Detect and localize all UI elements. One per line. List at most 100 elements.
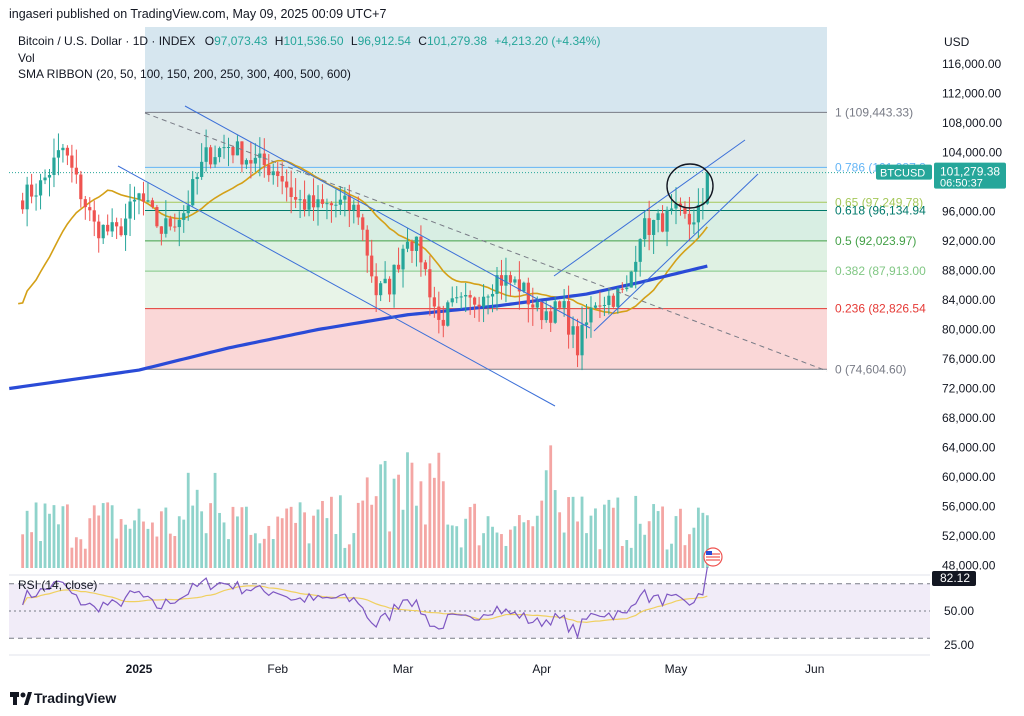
candle: [580, 306, 584, 371]
candle: [665, 206, 669, 247]
volume-bar: [388, 531, 391, 568]
candle-body: [244, 160, 248, 165]
volume-bar: [634, 495, 638, 568]
volume-bar: [611, 507, 615, 568]
candle-body: [343, 195, 347, 200]
candle: [115, 217, 119, 240]
candle: [361, 213, 365, 242]
candle-body: [182, 213, 186, 220]
candle: [226, 137, 231, 167]
candle: [674, 187, 678, 225]
rsi-tick-label: 50.00: [944, 604, 974, 618]
volume-bar: [464, 518, 468, 568]
volume-bar: [267, 525, 271, 568]
close-value: 101,279.38: [426, 34, 488, 48]
volume-bar: [236, 516, 239, 568]
candle-body: [361, 217, 365, 230]
rsi-tick-label: 25.00: [944, 638, 974, 652]
volume-bar: [312, 515, 315, 568]
candle: [325, 198, 329, 220]
candle-body: [164, 218, 168, 234]
candle-body: [473, 297, 477, 305]
volume-bar: [441, 481, 445, 568]
down-channel-upper: [184, 105, 591, 329]
candle: [634, 245, 638, 289]
volume-bar: [21, 534, 25, 568]
volume-bar: [25, 510, 29, 568]
candle: [414, 236, 419, 267]
candle: [249, 142, 253, 179]
candle-body: [338, 199, 342, 205]
candle-body: [405, 241, 410, 249]
candle-body: [209, 147, 213, 165]
volume-bar: [696, 507, 700, 568]
volume-bar: [370, 504, 374, 568]
candle: [276, 161, 280, 187]
candle: [106, 214, 110, 236]
candle-body: [638, 239, 642, 262]
price-tick-label: 52,000.00: [942, 529, 996, 543]
candle-body: [374, 276, 378, 296]
candle-body: [38, 180, 43, 196]
candle: [164, 200, 168, 238]
candle: [446, 300, 450, 327]
volume-bar: [249, 534, 253, 568]
candle-body: [253, 157, 257, 164]
price-tick-label: 48,000.00: [942, 559, 996, 573]
price-tick-label: 76,000.00: [942, 352, 996, 366]
candle: [584, 303, 589, 339]
candle: [473, 296, 477, 318]
price-tick-label: 60,000.00: [942, 470, 996, 484]
candle: [441, 305, 445, 338]
candle-body: [629, 271, 633, 288]
candle-body: [200, 161, 204, 177]
volume-bar: [365, 477, 369, 568]
volume-bar: [361, 500, 365, 568]
price-tick-label: 84,000.00: [942, 293, 996, 307]
volume-bar: [688, 534, 691, 568]
volume-bar: [670, 543, 673, 568]
candle: [267, 154, 271, 182]
time-tick-label: Jun: [805, 662, 824, 676]
candle-body: [410, 241, 414, 251]
volume-bar: [374, 496, 378, 568]
candle: [21, 192, 25, 214]
candle-body: [74, 167, 78, 175]
volume-bar: [271, 539, 275, 568]
volume-bar: [410, 462, 414, 568]
candle-body: [258, 153, 262, 158]
price-tick-label: 72,000.00: [942, 382, 996, 396]
fib-zone: [145, 210, 827, 241]
volume-bar: [128, 528, 132, 568]
volume-bar: [504, 545, 508, 568]
candle-body: [141, 193, 146, 202]
volume-bar: [227, 539, 230, 568]
volume-bar: [419, 481, 423, 568]
candle-body: [213, 157, 217, 165]
volume-bar: [544, 470, 548, 568]
candle: [379, 280, 383, 302]
up-channel-lower: [593, 173, 759, 332]
volume-bar: [491, 526, 494, 568]
candle-body: [280, 176, 284, 182]
candle-body: [495, 275, 499, 294]
candle: [423, 259, 427, 276]
candle-body: [271, 171, 275, 176]
volume-bar: [253, 533, 257, 568]
candle: [289, 170, 293, 214]
candle-body: [379, 283, 383, 296]
volume-bar: [652, 504, 656, 568]
candle-body: [217, 148, 222, 158]
candle-body: [567, 301, 571, 335]
open-value: 97,073.43: [214, 34, 268, 48]
volume-bar: [245, 506, 248, 568]
candle-body: [316, 199, 320, 208]
price-tick-label: 92,000.00: [942, 234, 996, 248]
candle: [486, 294, 490, 315]
candle-body: [468, 294, 472, 298]
volume-bar: [513, 526, 517, 568]
volume-bar: [200, 511, 204, 568]
candle-body: [652, 219, 656, 235]
brand-name: TradingView: [34, 690, 117, 706]
